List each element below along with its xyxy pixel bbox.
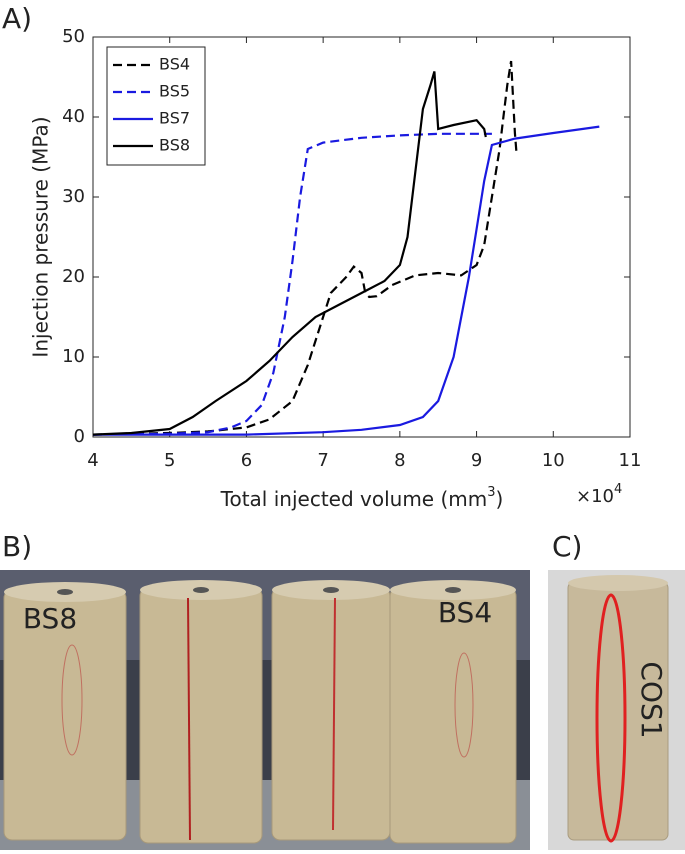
- x-axis-label: Total injected volume (mm: [220, 487, 488, 511]
- x-tick-label: 10: [542, 450, 565, 471]
- series-line: [92, 60, 518, 436]
- x-tick-label: 4: [87, 450, 98, 471]
- x-axis-label: Total injected volume (mm3): [220, 485, 504, 511]
- x-multiplier: ×104: [576, 482, 622, 508]
- sample-label: BS4: [438, 596, 492, 629]
- x-axis-label: 3: [487, 485, 495, 500]
- panel-label: B): [2, 530, 32, 563]
- x-tick-label: 9: [471, 450, 482, 471]
- series-line: [92, 71, 487, 436]
- photo-c: COS1: [548, 570, 685, 850]
- y-tick-label: 50: [62, 26, 85, 47]
- sample-label: COS1: [635, 661, 668, 738]
- panel-label: A): [2, 2, 32, 35]
- x-axis-label: ): [496, 487, 504, 511]
- x-tick-label: 5: [164, 450, 175, 471]
- x-multiplier: ×10: [576, 486, 614, 507]
- series-line: [93, 125, 600, 436]
- sample-label: BS8: [23, 602, 77, 635]
- x-tick-label: 7: [317, 450, 328, 471]
- x-tick-label: 6: [241, 450, 252, 471]
- legend-label: BS7: [159, 109, 190, 128]
- legend-label: BS5: [159, 82, 190, 101]
- y-tick-label: 10: [62, 346, 85, 367]
- x-tick-label: 8: [394, 450, 405, 471]
- y-tick-label: 40: [62, 106, 85, 127]
- x-tick-label: 11: [619, 450, 642, 471]
- series-line: [92, 132, 492, 436]
- legend-label: BS4: [159, 55, 190, 74]
- photo-b: BS8 BS4: [0, 570, 530, 850]
- panel-label: C): [552, 530, 582, 563]
- y-tick-label: 20: [62, 266, 85, 287]
- y-tick-label: 0: [74, 426, 85, 447]
- x-multiplier: 4: [614, 482, 622, 497]
- legend-label: BS8: [159, 136, 190, 155]
- y-axis-label: Injection pressure (MPa): [29, 116, 53, 357]
- y-tick-label: 30: [62, 186, 85, 207]
